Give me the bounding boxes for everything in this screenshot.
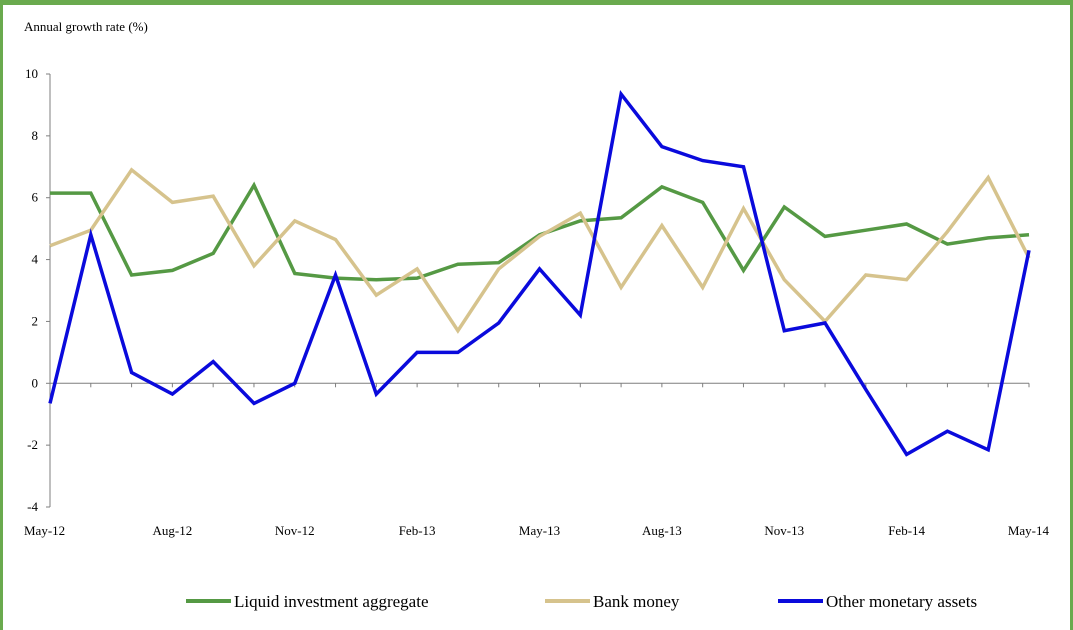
y-axis-label: Annual growth rate (%) (24, 19, 148, 34)
y-tick-label: -4 (27, 499, 38, 514)
x-tick-label: Feb-13 (399, 523, 436, 538)
legend: Liquid investment aggregate Bank money Oth… (186, 592, 977, 611)
x-tick-label: Nov-13 (764, 523, 804, 538)
legend-label-2: Bank money (593, 592, 680, 611)
y-tick-label: 8 (32, 128, 39, 143)
x-tick-label: May-12 (24, 523, 65, 538)
series-line-3 (48, 89, 1031, 457)
x-tick-label: Nov-12 (275, 523, 315, 538)
x-tick-label: May-13 (519, 523, 560, 538)
legend-label-3: Other monetary assets (826, 592, 977, 611)
y-tick-label: 2 (32, 313, 39, 328)
x-tick-label: Aug-13 (642, 523, 682, 538)
legend-label-1: Liquid investment aggregate (234, 592, 429, 611)
x-tick-label: Aug-12 (153, 523, 193, 538)
y-tick-label: 10 (25, 66, 38, 81)
x-tick-label: Feb-14 (888, 523, 925, 538)
y-tick-label: 4 (32, 252, 39, 267)
series-layer (48, 89, 1031, 457)
y-tick-label: 6 (32, 190, 39, 205)
series-line-2 (49, 167, 1031, 334)
axes: -4 -2 0 2 4 6 8 10 May-12 Aug-12 Nov-12 Feb-13 May-1… (24, 66, 1049, 538)
x-tick-label: May-14 (1008, 523, 1050, 538)
y-tick-label: 0 (32, 375, 39, 390)
y-tick-label: -2 (27, 437, 38, 452)
